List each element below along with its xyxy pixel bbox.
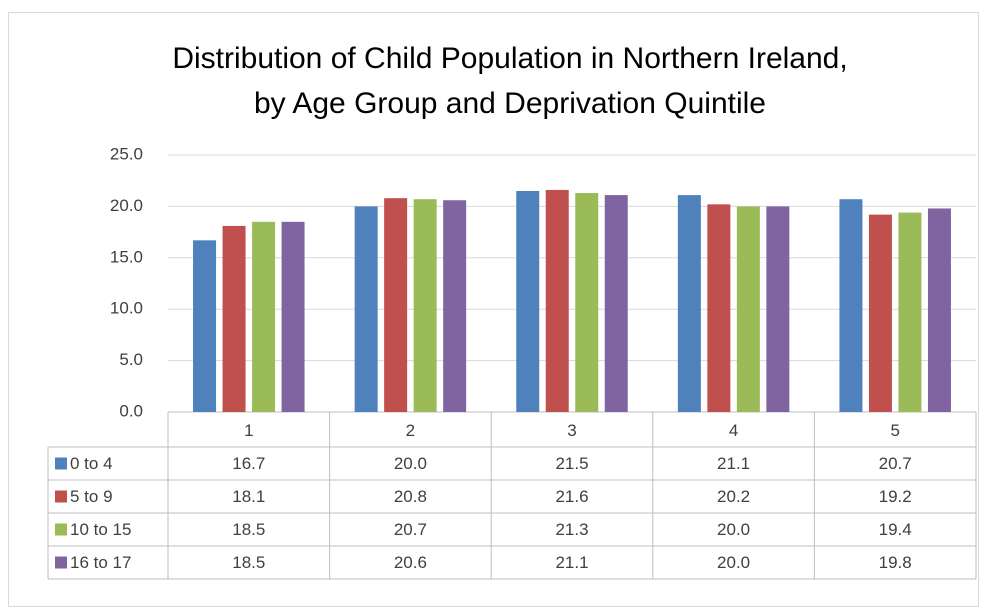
table-value: 18.5 xyxy=(232,553,265,572)
table-value: 20.0 xyxy=(717,520,750,539)
bar xyxy=(766,206,790,412)
bar xyxy=(707,204,731,412)
bar xyxy=(677,195,701,412)
y-tick-label: 25.0 xyxy=(110,144,143,163)
table-value: 18.1 xyxy=(232,487,265,506)
y-tick-label: 20.0 xyxy=(110,196,143,215)
bar xyxy=(604,195,628,412)
bar xyxy=(222,225,246,412)
table-value: 19.2 xyxy=(879,487,912,506)
bar xyxy=(575,193,599,412)
bar xyxy=(384,198,408,412)
table-value: 20.7 xyxy=(394,520,427,539)
legend-swatch xyxy=(55,490,67,503)
table-value: 18.5 xyxy=(232,520,265,539)
table-value: 20.2 xyxy=(717,487,750,506)
table-value: 21.5 xyxy=(555,454,588,473)
table-value: 20.6 xyxy=(394,553,427,572)
x-tick-label: 1 xyxy=(244,421,253,440)
x-tick-label: 5 xyxy=(890,421,899,440)
x-tick-label: 2 xyxy=(406,421,415,440)
table-value: 19.4 xyxy=(879,520,912,539)
table-value: 21.3 xyxy=(555,520,588,539)
legend-label: 0 to 4 xyxy=(70,454,113,473)
x-tick-label: 3 xyxy=(567,421,576,440)
table-value: 21.6 xyxy=(555,487,588,506)
y-tick-label: 0.0 xyxy=(119,401,143,420)
bar xyxy=(868,214,892,412)
bar xyxy=(413,199,437,412)
bar xyxy=(898,212,922,412)
bar xyxy=(252,221,276,412)
x-tick-label: 4 xyxy=(729,421,738,440)
bar xyxy=(516,190,540,412)
chart-title: by Age Group and Deprivation Quintile xyxy=(254,87,766,120)
table-value: 21.1 xyxy=(555,553,588,572)
table-value: 16.7 xyxy=(232,454,265,473)
table-value: 20.0 xyxy=(717,553,750,572)
table-value: 19.8 xyxy=(879,553,912,572)
table-value: 20.8 xyxy=(394,487,427,506)
y-tick-label: 10.0 xyxy=(110,299,143,318)
chart-title: Distribution of Child Population in Nort… xyxy=(172,42,847,75)
table-value: 20.0 xyxy=(394,454,427,473)
bar xyxy=(354,206,378,412)
legend-swatch xyxy=(55,523,67,536)
bar xyxy=(839,199,863,412)
y-tick-label: 15.0 xyxy=(110,247,143,266)
bar xyxy=(193,240,217,412)
legend-swatch xyxy=(55,556,67,569)
bar xyxy=(545,189,569,412)
bar xyxy=(281,221,305,412)
legend-label: 16 to 17 xyxy=(70,553,131,572)
legend-label: 10 to 15 xyxy=(70,520,131,539)
legend-label: 5 to 9 xyxy=(70,487,113,506)
bar xyxy=(927,208,951,412)
y-tick-label: 5.0 xyxy=(119,350,143,369)
table-value: 20.7 xyxy=(879,454,912,473)
legend-swatch xyxy=(55,457,67,470)
bar xyxy=(736,206,760,412)
table-value: 21.1 xyxy=(717,454,750,473)
bar xyxy=(443,200,467,412)
